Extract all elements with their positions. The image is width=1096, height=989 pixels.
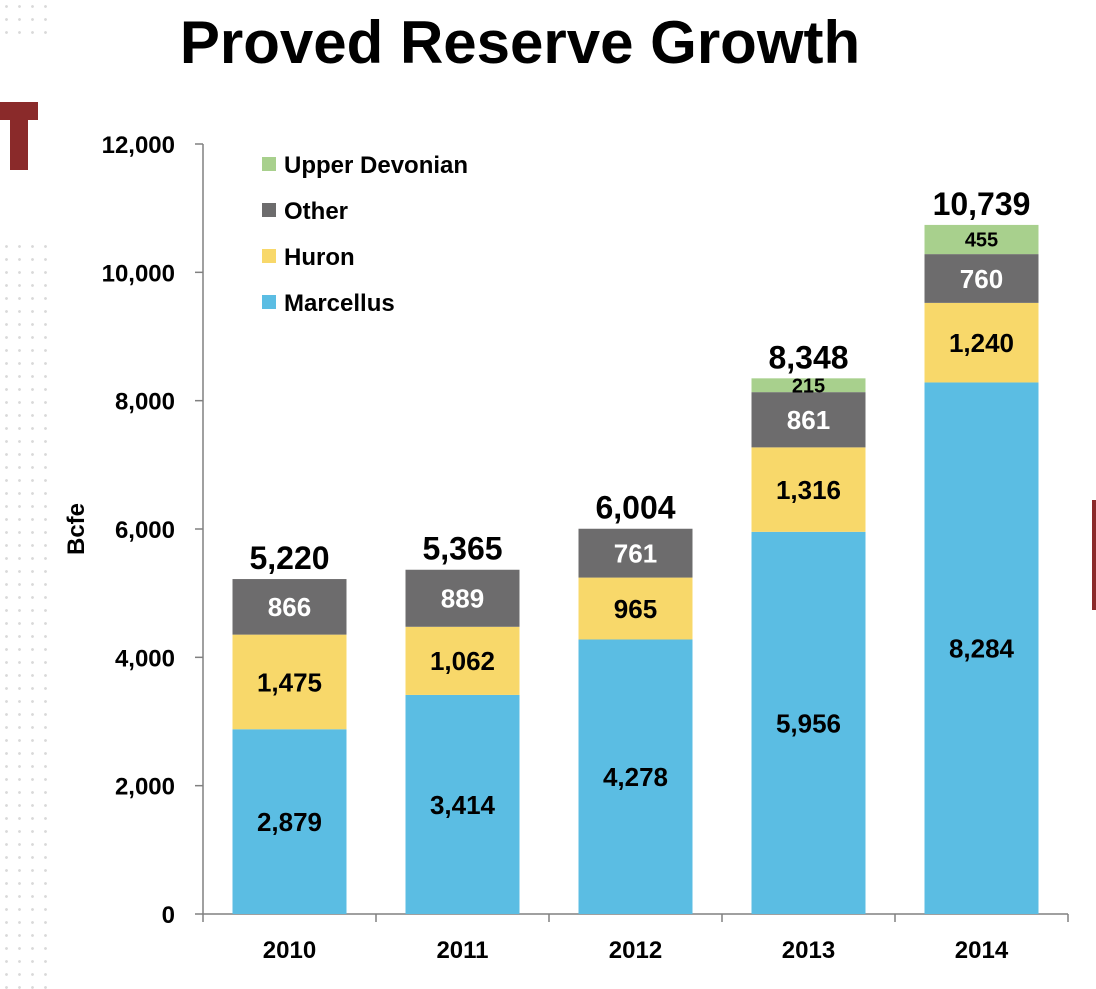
y-tick-label: 2,000	[115, 774, 175, 801]
y-axis-title: Bcfe	[63, 503, 90, 555]
bar-segment-label: 1,316	[776, 475, 841, 505]
bar-segment-other	[232, 579, 347, 635]
bar-segment-marcellus	[578, 639, 693, 914]
page-title: Proved Reserve Growth	[179, 9, 861, 76]
bar-segment-label: 8,284	[949, 634, 1015, 664]
bar-segment-huron	[578, 577, 693, 640]
x-tick-label: 2010	[263, 937, 316, 964]
bar-segment-label: 965	[614, 594, 657, 624]
bar-segment-label: 866	[268, 592, 311, 622]
bar-segment-other	[405, 569, 520, 627]
bar-segment-marcellus	[924, 382, 1039, 914]
y-tick-label: 10,000	[102, 260, 175, 287]
bar-segment-label: 3,414	[430, 790, 496, 820]
bar-segment-marcellus	[232, 729, 347, 914]
bar-segment-label: 5,956	[776, 708, 841, 738]
y-tick-label: 0	[162, 902, 175, 929]
x-tick-label: 2011	[436, 937, 488, 964]
bar-segment-other	[751, 392, 866, 448]
bar-segment-label: 761	[614, 539, 657, 569]
bar-segment-label: 1,062	[430, 646, 495, 676]
legend-swatch	[262, 157, 276, 171]
legend-entry-label: Huron	[284, 244, 355, 271]
bar-segment-label: 1,475	[257, 667, 322, 697]
y-tick-label: 6,000	[115, 517, 175, 544]
bar-total-label: 5,365	[422, 531, 502, 567]
decorative-edge-fragment	[1092, 500, 1096, 610]
bar-segment-marcellus	[405, 694, 520, 914]
legend-entry-label: Marcellus	[284, 290, 395, 317]
bar-total-label: 6,004	[595, 490, 675, 526]
bar-total-label: 8,348	[768, 339, 848, 375]
bar-segment-huron	[924, 302, 1039, 383]
bar-segment-other	[924, 254, 1039, 303]
y-tick-label: 12,000	[102, 132, 175, 159]
bar-segment-label: 889	[441, 584, 484, 614]
legend-swatch	[262, 295, 276, 309]
bar-segment-huron	[405, 626, 520, 695]
legend-entry-label: Other	[284, 198, 348, 225]
bar-segment-label: 861	[787, 405, 830, 435]
logo-fragment	[0, 102, 38, 170]
x-tick-label: 2014	[955, 937, 1009, 964]
decorative-dot-pattern-top	[0, 0, 52, 40]
legend-swatch	[262, 249, 276, 263]
bar-segment-label: 4,278	[603, 762, 668, 792]
bar-segment-label: 760	[960, 264, 1003, 294]
x-tick-label: 2012	[609, 937, 662, 964]
x-tick-label: 2013	[782, 937, 835, 964]
bar-total-label: 5,220	[249, 540, 329, 576]
y-tick-label: 4,000	[115, 645, 175, 672]
bar-segment-label: 1,240	[949, 328, 1014, 358]
bar-segment-label: 2,879	[257, 807, 322, 837]
bar-segment-upper-devonian	[924, 224, 1039, 255]
decorative-dot-pattern-left	[0, 240, 52, 989]
bar-segment-upper-devonian	[751, 378, 866, 393]
bar-segment-huron	[751, 447, 866, 532]
bar-total-label: 10,739	[933, 186, 1031, 222]
bar-segment-other	[578, 528, 693, 578]
y-tick-label: 8,000	[115, 389, 175, 416]
bar-segment-huron	[232, 634, 347, 730]
legend-entry-label: Upper Devonian	[284, 152, 468, 179]
bar-segment-marcellus	[751, 531, 866, 914]
bar-segment-label: 215	[792, 375, 825, 397]
legend-swatch	[262, 203, 276, 217]
bar-segment-label: 455	[965, 230, 998, 252]
